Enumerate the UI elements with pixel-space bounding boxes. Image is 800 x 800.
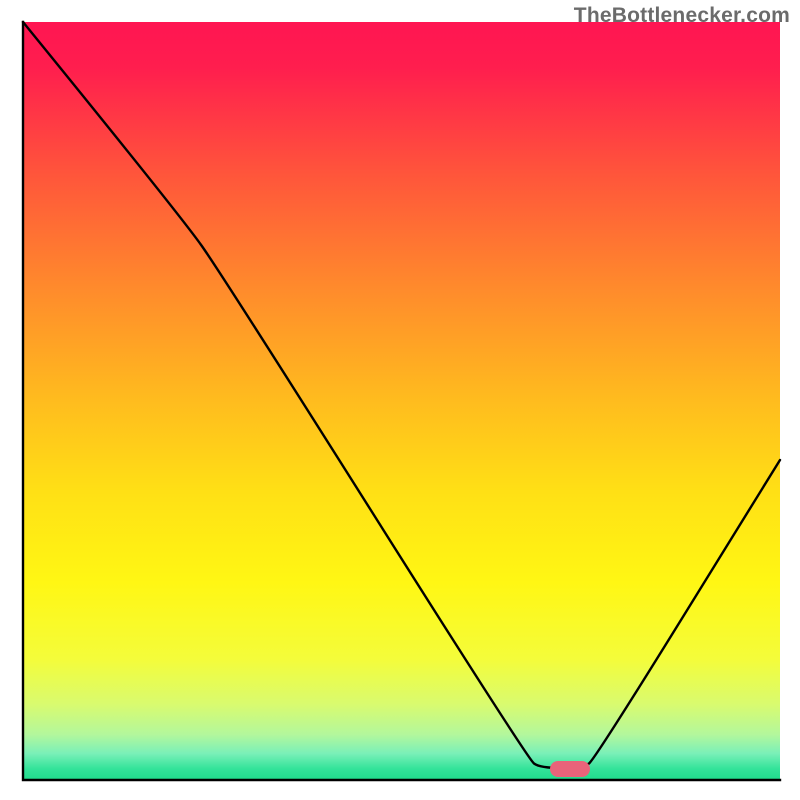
chart-svg [0,0,800,800]
watermark-text: TheBottlenecker.com [574,4,790,28]
chart-container: TheBottlenecker.com [0,0,800,800]
plot-area [23,22,780,780]
optimum-marker [550,761,590,777]
